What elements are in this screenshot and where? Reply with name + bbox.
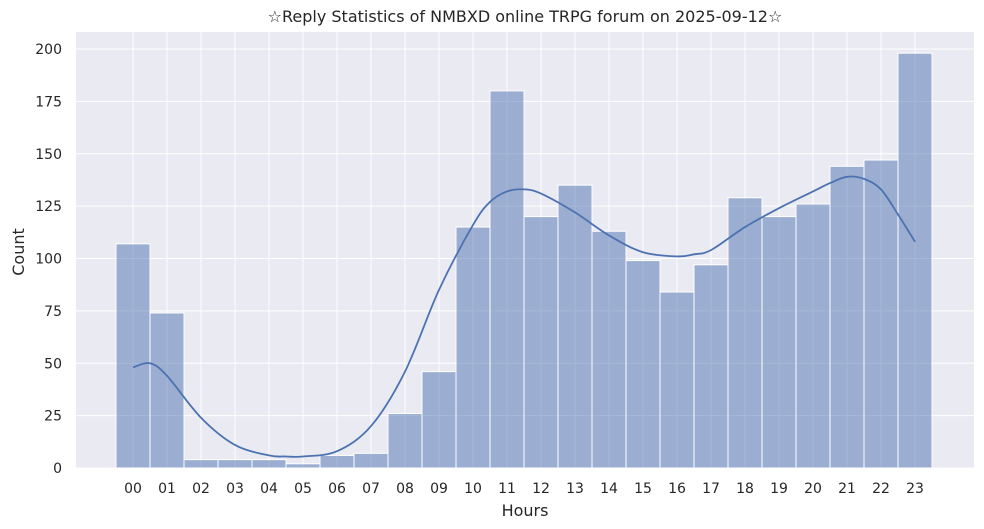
x-tick-label: 05	[294, 481, 312, 497]
x-tick-label: 06	[328, 481, 346, 497]
x-tick-label: 17	[702, 481, 720, 497]
x-tick-label: 20	[804, 481, 822, 497]
y-tick-label: 175	[35, 94, 62, 110]
x-tick-label: 22	[872, 481, 890, 497]
x-tick-label: 23	[906, 481, 924, 497]
x-tick-label: 09	[430, 481, 448, 497]
x-tick-label: 12	[532, 481, 550, 497]
y-tick-label: 25	[44, 409, 62, 425]
x-tick-label: 19	[770, 481, 788, 497]
bars	[115, 52, 933, 469]
y-tick-label: 200	[35, 42, 62, 58]
x-tick-label: 18	[736, 481, 754, 497]
bar-00	[115, 243, 151, 469]
bar-07	[353, 452, 389, 469]
x-tick-label: 15	[634, 481, 652, 497]
bar-18	[727, 197, 763, 469]
bar-22	[863, 159, 899, 469]
bar-11	[489, 90, 525, 469]
bar-06	[319, 454, 355, 469]
chart-title: ☆Reply Statistics of NMBXD online TRPG f…	[268, 7, 783, 26]
y-tick-label: 100	[35, 252, 62, 268]
bar-09	[421, 371, 457, 469]
x-tick-label: 13	[566, 481, 584, 497]
y-tick-label: 125	[35, 199, 62, 215]
y-tick-label: 50	[44, 356, 62, 372]
kde-curve	[132, 175, 916, 458]
y-tick-label: 150	[35, 147, 62, 163]
x-tick-label: 16	[668, 481, 686, 497]
x-axis-title: Hours	[502, 501, 549, 520]
bar-08	[387, 413, 423, 469]
x-tick-label: 08	[396, 481, 414, 497]
bar-16	[659, 291, 695, 469]
bar-20	[795, 203, 831, 469]
bar-23	[897, 52, 933, 469]
x-tick-label: 10	[464, 481, 482, 497]
x-tick-label: 04	[260, 481, 278, 497]
x-tick-label: 11	[498, 481, 516, 497]
bar-02	[183, 459, 219, 469]
bar-21	[829, 165, 865, 469]
x-tick-label: 00	[124, 481, 142, 497]
bar-17	[693, 264, 729, 469]
x-tick-label: 21	[838, 481, 856, 497]
y-tick-label: 75	[44, 304, 62, 320]
bar-05	[285, 463, 321, 469]
bar-19	[761, 216, 797, 469]
bar-15	[625, 260, 661, 469]
bar-14	[591, 230, 627, 469]
x-tick-label: 14	[600, 481, 618, 497]
bar-12	[523, 216, 559, 469]
x-tick-label: 07	[362, 481, 380, 497]
x-tick-label: 01	[158, 481, 176, 497]
x-tick-labels: 00 01 02 03 04 05 06 07 08 09 10 11 12 13 14 15 16 17 18 19…	[124, 481, 924, 497]
y-axis-title: Count	[9, 228, 28, 276]
bar-03	[217, 459, 253, 469]
x-tick-label: 03	[226, 481, 244, 497]
y-tick-label: 0	[53, 461, 62, 477]
bar-13	[557, 184, 593, 469]
x-tick-label: 02	[192, 481, 210, 497]
bar-04	[251, 459, 287, 469]
bar-10	[455, 226, 491, 469]
y-tick-labels: 0 25 50 75 100 125 150 175 200	[35, 42, 62, 477]
